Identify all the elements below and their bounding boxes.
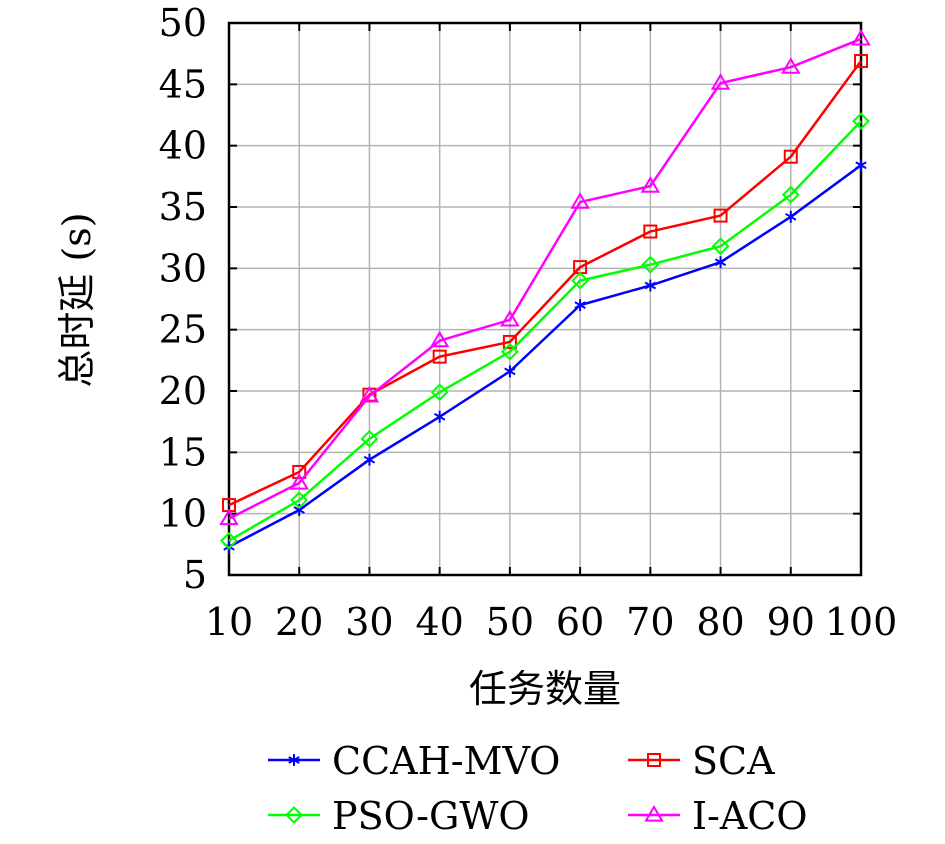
- data-point-pso-gwo-100: [852, 112, 870, 131]
- data-point-i-aco-40: [429, 330, 450, 348]
- data-point-sca-90: [783, 149, 798, 164]
- data-point-pso-gwo-30: [360, 429, 379, 448]
- data-point-ccah-mvo-100: [855, 159, 867, 172]
- plot-frame: [227, 21, 863, 577]
- data-point-pso-gwo-70: [641, 255, 660, 274]
- data-point-sca-70: [643, 224, 658, 239]
- x-tick-label-6: 70: [626, 600, 674, 644]
- x-tick-label-7: 80: [696, 600, 744, 644]
- data-point-i-aco-100: [851, 28, 871, 46]
- x-tick-label-1: 20: [275, 600, 323, 644]
- data-point-sca-40: [432, 349, 447, 364]
- data-point-pso-gwo-80: [711, 237, 730, 256]
- y-tick-label-2: 15: [159, 430, 207, 474]
- data-point-pso-gwo-90: [781, 185, 800, 204]
- legend-item-pso-gwo: PSO-GWO: [268, 794, 530, 838]
- y-tick-label-9: 50: [159, 1, 207, 45]
- y-tick-label-4: 25: [159, 308, 207, 352]
- y-tick-label-5: 30: [159, 246, 207, 290]
- y-tick-label-3: 20: [159, 369, 207, 413]
- data-point-i-aco-20: [289, 473, 309, 490]
- data-point-i-aco-70: [640, 176, 661, 193]
- legend-swatch-marker: [288, 754, 300, 766]
- data-point-i-aco-30: [359, 385, 380, 403]
- data-point-pso-gwo-10: [220, 531, 238, 550]
- y-tick-label-7: 40: [159, 124, 207, 168]
- data-point-sca-80: [713, 208, 728, 223]
- legend-item-i-aco: I-ACO: [628, 794, 808, 838]
- data-point-sca-100: [854, 54, 868, 69]
- data-point-ccah-mvo-70: [644, 279, 657, 292]
- data-point-i-aco-90: [781, 57, 801, 74]
- data-point-i-aco-50: [500, 309, 520, 327]
- data-point-pso-gwo-20: [290, 491, 309, 510]
- data-point-sca-20: [292, 464, 307, 479]
- x-tick-label-2: 30: [345, 600, 393, 644]
- series-line-i-aco: [228, 37, 862, 520]
- data-point-i-aco-60: [570, 192, 590, 209]
- y-tick-label-8: 45: [159, 62, 207, 106]
- legend-swatch-marker: [285, 806, 303, 824]
- legend-label: SCA: [692, 739, 775, 783]
- data-point-pso-gwo-40: [430, 383, 449, 402]
- legend: CCAH-MVO SCA PSO-GWO I-ACO: [268, 739, 808, 838]
- legend-item-sca: SCA: [628, 739, 775, 783]
- x-tick-label-5: 60: [556, 600, 604, 644]
- legend-label: I-ACO: [692, 794, 808, 838]
- x-tick-label-3: 40: [415, 600, 463, 644]
- data-point-ccah-mvo-30: [363, 453, 376, 466]
- legend-item-ccah-mvo: CCAH-MVO: [268, 739, 560, 783]
- legend-swatch-marker: [647, 753, 661, 767]
- data-point-ccah-mvo-50: [504, 365, 516, 378]
- y-tick-label-0: 5: [183, 553, 207, 597]
- y-tick-label-6: 35: [159, 185, 207, 229]
- data-point-sca-50: [502, 334, 517, 349]
- series-line-pso-gwo: [228, 120, 862, 542]
- y-axis-title: 总时延 (s): [55, 212, 99, 387]
- series-line-ccah-mvo: [228, 164, 862, 548]
- legend-swatch-marker: [644, 805, 664, 822]
- data-point-ccah-mvo-20: [293, 503, 305, 516]
- data-point-pso-gwo-50: [500, 342, 519, 361]
- series-pso-gwo: [220, 112, 870, 550]
- grid: [229, 23, 861, 575]
- data-point-pso-gwo-60: [571, 271, 590, 290]
- x-tick-label-9: 100: [825, 600, 898, 644]
- x-tick-label-8: 90: [767, 600, 815, 644]
- series-group: [219, 28, 871, 553]
- y-tick-label-1: 10: [159, 492, 207, 536]
- data-point-i-aco-80: [710, 73, 731, 90]
- legend-label: PSO-GWO: [332, 794, 530, 838]
- plot-border: [227, 21, 863, 577]
- data-point-i-aco-10: [219, 508, 239, 526]
- series-ccah-mvo: [223, 159, 867, 553]
- series-line-sca: [228, 60, 863, 507]
- data-point-ccah-mvo-40: [433, 410, 446, 423]
- series-i-aco: [219, 28, 871, 526]
- x-tick-label-0: 10: [205, 600, 253, 644]
- data-point-ccah-mvo-60: [574, 299, 586, 312]
- legend-label: CCAH-MVO: [332, 739, 560, 783]
- x-tick-label-4: 50: [486, 600, 534, 644]
- series-sca: [222, 54, 868, 513]
- data-point-ccah-mvo-80: [714, 256, 727, 269]
- x-axis-title: 任务数量: [469, 667, 621, 711]
- axis-labels: 任务数量 总时延 (s): [55, 212, 621, 711]
- data-point-ccah-mvo-90: [785, 210, 797, 223]
